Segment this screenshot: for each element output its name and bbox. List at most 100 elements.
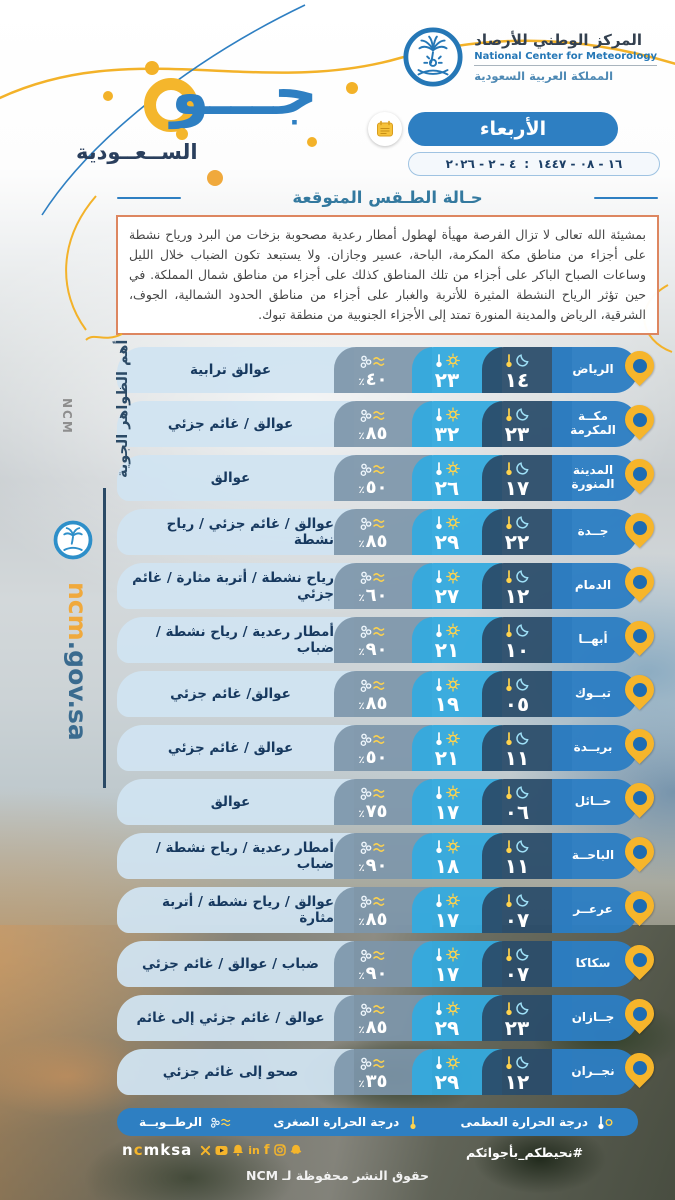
thermometer-moon-icon [506, 786, 529, 800]
youtube-icon [215, 1145, 228, 1155]
condition-cell: عوالق/ غائم جزئي [117, 671, 354, 717]
city-name: جــدة [552, 509, 638, 555]
logo-word-saudia: الســعــودية [76, 140, 198, 164]
thermometer-sun-icon [436, 947, 460, 962]
location-pin-icon [618, 1046, 661, 1093]
date-block: الأربعاء ١٦ - ٠٨ - ١٤٤٧ : ٤ - ٢ - ٢٠٢٦ [368, 112, 660, 176]
thermometer-moon-icon [506, 1056, 529, 1070]
min-temp-value: ٠٦ [504, 800, 530, 824]
percent-sign: ٪ [358, 971, 365, 982]
thermometer-moon-icon [506, 570, 529, 584]
city-name: بريــدة [552, 725, 638, 771]
x-icon [201, 1145, 211, 1155]
campaign-hashtag: #نحيطكم_بأجوائكم [465, 1145, 583, 1160]
condition-cell: أمطار رعدية / رياح نشطة / ضباب [117, 617, 354, 663]
city-name: أبهــا [552, 617, 638, 663]
thermometer-moon-icon [506, 354, 529, 368]
rail-ncm-label: NCM [60, 398, 74, 435]
location-pin-icon [618, 722, 661, 769]
humidity-icon [360, 355, 385, 369]
legend-bar: درجة الحرارة العظمى درجة الحرارة الصغرى … [117, 1108, 638, 1136]
city-row: الباحــة ١١ ١٨ [117, 830, 661, 879]
city-row: أبهــا ١٠ ٢١ [117, 614, 661, 663]
humidity-value: ٨٥ [365, 531, 388, 552]
min-temp-value: ٠٧ [504, 962, 530, 986]
city-row: سكاكا ٠٧ ١٧ [117, 938, 661, 987]
logo-word-jaw: جـــو [170, 56, 320, 129]
location-pin-icon [618, 776, 661, 823]
humidity-icon [360, 1057, 385, 1071]
thermometer-moon-icon [506, 678, 529, 692]
thermometer-sun-icon [436, 407, 460, 422]
humidity-value: ٧٥ [365, 801, 388, 822]
thermometer-sun-icon [436, 1001, 460, 1016]
max-temp-value: ١٧ [434, 962, 460, 986]
legend-humidity: الرطــوبــة [139, 1115, 234, 1130]
percent-sign: ٪ [358, 809, 365, 820]
location-pin-icon [618, 614, 661, 661]
thermometer-sun-icon [436, 353, 460, 368]
humidity-icon [360, 409, 385, 423]
humidity-value: ٨٥ [365, 693, 388, 714]
max-temp-value: ٣٢ [434, 422, 460, 446]
rail-phenomena-label: أهم الظواهر الجوية [115, 339, 131, 478]
humidity-value: ٤٠ [365, 369, 388, 390]
thermometer-sun-icon [436, 623, 460, 638]
city-name: الرياض [552, 347, 638, 393]
thermometer-moon-icon [506, 408, 529, 422]
location-pin-icon [618, 398, 661, 445]
humidity-value: ٩٠ [365, 855, 388, 876]
city-row: عرعــر ٠٧ ١٧ [117, 884, 661, 933]
percent-sign: ٪ [358, 755, 365, 766]
social-handle: ncmksa in f [122, 1141, 302, 1159]
hijri-date: ١٦ - ٠٨ - ١٤٤٧ [537, 157, 623, 171]
humidity-icon [211, 1117, 231, 1128]
jaw-alsaudia-logo: جـــو الســعــودية [48, 56, 320, 192]
calendar-icon [368, 112, 402, 146]
min-temp-value: ١٤ [504, 368, 530, 392]
section-title: حـالة الطـقس المتوقعة [117, 188, 658, 207]
rail-squiggle-line [85, 333, 123, 341]
condition-cell: رياح نشطة / أتربة مثارة / غائم جزئي [117, 563, 354, 609]
max-temp-value: ١٧ [434, 800, 460, 824]
humidity-icon [360, 733, 385, 747]
min-temp-value: ٢٣ [504, 422, 530, 446]
day-name: الأربعاء [479, 118, 547, 140]
condition-cell: صحو إلى غائم جزئي [117, 1049, 354, 1095]
humidity-value: ٨٥ [365, 909, 388, 930]
date-separator: : [524, 157, 530, 171]
ncm-country: المملكة العربية السعودية [474, 69, 614, 83]
humidity-value: ٦٠ [365, 585, 388, 606]
thermometer-sun-icon [436, 569, 460, 584]
min-temp-value: ١٢ [504, 584, 530, 608]
min-temp-value: ١٧ [504, 476, 530, 500]
percent-sign: ٪ [358, 377, 365, 388]
thermometer-sun-icon [598, 1115, 613, 1129]
thermometer-sun-icon [436, 677, 460, 692]
humidity-icon [360, 949, 385, 963]
city-name: تبــوك [552, 671, 638, 717]
humidity-icon [360, 1003, 385, 1017]
humidity-icon [360, 625, 385, 639]
city-row: بريــدة ١١ ٢١ [117, 722, 661, 771]
humidity-icon [360, 895, 385, 909]
city-name: الدمام [552, 563, 638, 609]
location-pin-icon [618, 830, 661, 877]
min-temp-value: ١٢ [504, 1070, 530, 1094]
percent-sign: ٪ [358, 1079, 365, 1090]
title-line-left [117, 196, 181, 199]
humidity-value: ٣٥ [365, 1071, 388, 1092]
max-temp-value: ٢٧ [434, 584, 460, 608]
min-temp-value: ٠٧ [504, 908, 530, 932]
min-temp-value: ١٠ [504, 638, 530, 662]
location-pin-icon [618, 992, 661, 1039]
forecast-text-box: بمشيئة الله تعالى لا تزال الفرصة مهيأة ل… [116, 215, 659, 336]
thermometer-sun-icon [436, 461, 460, 476]
city-row: المدينة المنورة ١٧ ٢٦ [117, 452, 661, 501]
thermometer-sun-icon [436, 785, 460, 800]
max-temp-value: ١٩ [434, 692, 460, 716]
thermometer-moon-icon [506, 516, 529, 530]
ncm-emblem-icon-small [53, 520, 93, 564]
copyright-text: حقوق النشر محفوظة لـ NCM [246, 1168, 429, 1183]
thermometer-moon-icon [506, 462, 529, 476]
